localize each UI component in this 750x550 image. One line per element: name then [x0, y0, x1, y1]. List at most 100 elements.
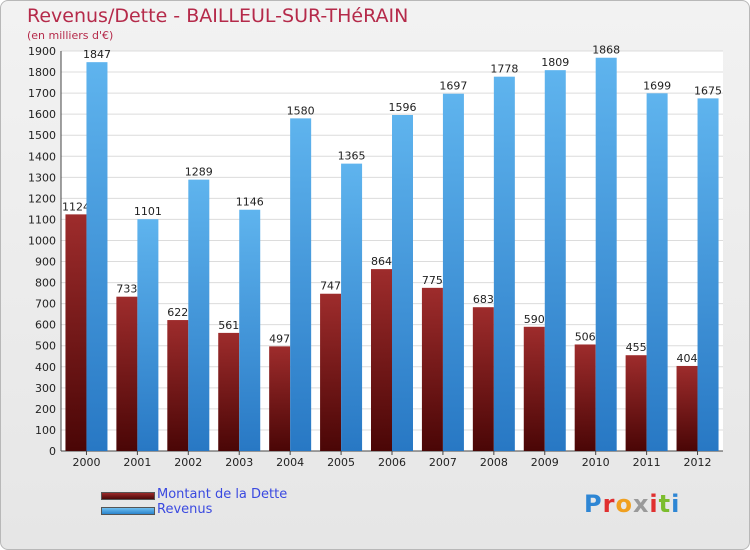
y-tick-label: 1000 [28, 234, 56, 247]
data-label-debt: 683 [473, 293, 494, 306]
data-label-debt: 506 [575, 330, 596, 343]
bar-revenue [290, 118, 312, 452]
y-tick-label: 600 [35, 319, 56, 332]
x-tick-label: 2006 [378, 456, 406, 469]
x-tick-label: 2002 [174, 456, 202, 469]
bar-debt [676, 365, 698, 451]
data-label-revenue: 1847 [83, 48, 111, 61]
logo-letter: r [602, 490, 616, 518]
bar-debt [625, 355, 647, 451]
y-tick-label: 1600 [28, 108, 56, 121]
bar-debt [116, 296, 138, 451]
data-label-revenue: 1699 [643, 79, 671, 92]
y-tick-label: 1700 [28, 87, 56, 100]
data-label-debt: 747 [320, 280, 341, 293]
data-label-debt: 590 [524, 313, 545, 326]
data-label-revenue: 1778 [490, 63, 518, 76]
data-label-revenue: 1697 [439, 80, 467, 93]
data-label-debt: 497 [269, 332, 290, 345]
data-label-revenue: 1289 [185, 166, 213, 179]
data-label-revenue: 1675 [694, 84, 722, 97]
bar-debt [421, 287, 443, 451]
chart-title: Revenus/Dette - BAILLEUL-SUR-THéRAIN [27, 5, 409, 27]
y-tick-label: 900 [35, 256, 56, 269]
y-tick-label: 500 [35, 340, 56, 353]
bar-revenue [442, 93, 464, 451]
data-label-revenue: 1596 [389, 101, 417, 114]
bar-debt [269, 346, 291, 451]
logo-letter: o [615, 490, 633, 518]
y-tick-label: 1400 [28, 150, 56, 163]
bar-chart: 0 100 200 300 400 500 600 700 800 900 1000 1100 1200… [28, 44, 723, 469]
logo-letter: t [658, 490, 672, 518]
legend-swatch-revenue [101, 507, 155, 515]
y-tick-label: 100 [35, 424, 56, 437]
logo-letter: i [671, 490, 681, 518]
y-tick-label: 1900 [28, 45, 56, 58]
data-label-revenue: 1580 [287, 104, 315, 117]
chart-subtitle: (en milliers d'€) [27, 29, 114, 42]
data-label-revenue: 1809 [541, 56, 569, 69]
logo-letter: i [649, 490, 659, 518]
data-label-debt: 1124 [62, 200, 90, 213]
data-label-debt: 561 [218, 319, 239, 332]
bar-revenue [86, 62, 108, 451]
data-label-debt: 404 [677, 352, 698, 365]
data-label-debt: 622 [167, 306, 188, 319]
y-tick-label: 1200 [28, 192, 56, 205]
x-tick-label: 2005 [327, 456, 355, 469]
y-tick-label: 1500 [28, 129, 56, 142]
data-label-revenue: 1868 [592, 44, 620, 57]
logo-letter: x [632, 490, 650, 518]
data-label-revenue: 1146 [236, 196, 264, 209]
bar-revenue [544, 70, 566, 451]
y-tick-label: 0 [49, 445, 56, 458]
x-tick-label: 2012 [684, 456, 712, 469]
x-tick-label: 2010 [582, 456, 610, 469]
bar-revenue [646, 93, 668, 451]
data-label-debt: 733 [116, 283, 137, 296]
bar-debt [371, 269, 392, 451]
legend-label-revenue: Revenus [157, 502, 213, 517]
y-tick-label: 1100 [28, 213, 56, 226]
data-label-debt: 775 [422, 274, 443, 287]
bar-revenue [341, 163, 363, 451]
data-label-revenue: 1101 [134, 205, 162, 218]
bar-revenue [595, 57, 617, 451]
bar-debt [167, 320, 189, 451]
bar-revenue [697, 98, 719, 452]
x-tick-label: 2003 [225, 456, 253, 469]
y-tick-label: 800 [35, 277, 56, 290]
bar-revenue [493, 76, 515, 452]
bar-revenue [188, 179, 210, 451]
data-label-revenue: 1365 [338, 150, 366, 163]
data-label-debt: 455 [626, 341, 647, 354]
bar-debt [574, 344, 596, 451]
x-tick-label: 2011 [633, 456, 661, 469]
bar-debt [65, 214, 87, 451]
y-tick-label: 400 [35, 361, 56, 374]
y-tick-label: 700 [35, 298, 56, 311]
logo-letter: P [584, 490, 603, 518]
proxiti-logo: Proxiti [584, 490, 680, 518]
x-tick-label: 2001 [123, 456, 151, 469]
x-tick-label: 2004 [276, 456, 304, 469]
bar-revenue [239, 209, 261, 451]
y-tick-label: 300 [35, 382, 56, 395]
legend-label-debt: Montant de la Dette [157, 487, 288, 502]
bar-revenue [137, 219, 159, 451]
y-tick-label: 1800 [28, 66, 56, 79]
bar-debt [523, 326, 545, 451]
bar-debt [472, 307, 494, 451]
x-tick-label: 2009 [531, 456, 559, 469]
bar-debt [320, 293, 342, 451]
data-label-debt: 864 [371, 255, 392, 268]
bar-revenue [392, 115, 413, 451]
x-tick-label: 2007 [429, 456, 457, 469]
y-tick-label: 1300 [28, 171, 56, 184]
y-tick-label: 200 [35, 403, 56, 416]
legend-swatch-debt [101, 492, 155, 500]
x-tick-label: 2008 [480, 456, 508, 469]
x-tick-label: 2000 [72, 456, 100, 469]
